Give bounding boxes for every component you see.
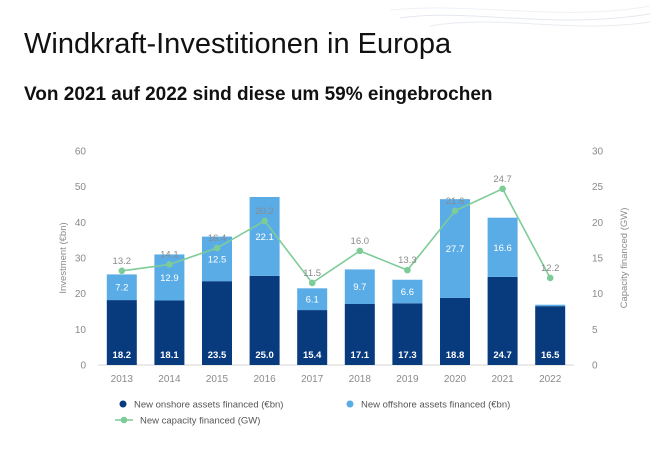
x-tick-label: 2019	[396, 374, 419, 385]
capacity-point-label: 11.5	[303, 268, 321, 279]
bar-onshore	[106, 300, 137, 365]
capacity-point-label: 16.0	[351, 236, 370, 247]
bar-offshore	[487, 217, 518, 277]
y-tick-label: 10	[75, 325, 87, 336]
capacity-point-label: 24.7	[493, 174, 512, 185]
y-right-tick-label: 5	[592, 325, 598, 336]
bar-onshore-label: 24.7	[493, 350, 512, 361]
bar-offshore	[535, 304, 566, 307]
y-right-tick-label: 15	[592, 254, 604, 265]
x-tick-label: 2021	[491, 374, 514, 385]
bar-onshore	[249, 275, 280, 365]
bar-onshore-label: 23.5	[208, 350, 227, 361]
bar-offshore-label: 22.1	[255, 232, 274, 243]
capacity-point-label: 14.1	[160, 249, 179, 260]
capacity-point	[308, 279, 316, 287]
bar-offshore-label: 27.7	[446, 244, 465, 255]
capacity-point	[213, 244, 221, 252]
bar-onshore-label: 17.1	[351, 350, 370, 361]
capacity-point	[166, 261, 173, 268]
capacity-point-label: 13.3	[398, 255, 417, 266]
y-tick-label: 30	[75, 254, 87, 265]
y-tick-label: 0	[80, 361, 86, 372]
x-tick-label: 2017	[301, 374, 324, 385]
y-right-tick-label: 30	[592, 147, 604, 158]
bar-offshore-label: 12.5	[208, 254, 227, 265]
x-tick-label: 2020	[444, 374, 467, 385]
bar-offshore-label: 9.7	[353, 282, 366, 293]
page-title: Windkraft-Investitionen in Europa	[24, 28, 452, 60]
capacity-line	[121, 187, 551, 285]
bar-onshore-label: 16.5	[541, 350, 560, 361]
y-tick-label: 50	[75, 182, 87, 193]
bar-onshore	[535, 306, 566, 365]
bar-onshore	[487, 276, 518, 365]
bar-offshore-label: 6.1	[306, 295, 319, 306]
legend-capacity-marker	[120, 416, 128, 424]
y-tick-label: 20	[75, 289, 87, 300]
x-tick-label: 2018	[349, 374, 372, 385]
legend-offshore-label: New offshore assets financed (€bn)	[361, 400, 510, 411]
capacity-point-label: 16.4	[208, 233, 227, 244]
bar-onshore	[202, 281, 232, 365]
bar-offshore	[392, 279, 423, 304]
bar-offshore-label: 12.9	[160, 273, 179, 284]
bar-onshore	[154, 300, 185, 365]
bar-onshore-label: 17.3	[398, 350, 417, 361]
y-right-tick-label: 0	[592, 361, 598, 372]
bar-offshore	[344, 269, 375, 305]
capacity-point	[404, 266, 411, 274]
bar-onshore-label: 18.2	[113, 350, 132, 361]
bar-offshore	[249, 197, 280, 276]
x-tick-label: 2022	[539, 374, 562, 385]
page-subtitle: Von 2021 auf 2022 sind diese um 59% eing…	[24, 84, 493, 105]
legend-onshore-label: New onshore assets financed (€bn)	[134, 400, 283, 411]
x-tick-label: 2013	[111, 374, 134, 385]
y-tick-label: 60	[75, 147, 87, 158]
capacity-point	[261, 217, 268, 225]
legend-offshore-marker	[346, 400, 354, 408]
bar-onshore-label: 18.1	[160, 350, 179, 361]
x-tick-label: 2015	[206, 374, 229, 385]
y-right-tick-label: 10	[592, 289, 604, 300]
bar-onshore	[440, 297, 470, 365]
bar-offshore	[440, 199, 470, 298]
y-axis-title: Investment (€bn)	[58, 222, 69, 293]
bar-onshore-label: 25.0	[255, 350, 274, 361]
bar-offshore-label: 6.6	[401, 287, 414, 298]
x-tick-label: 2016	[253, 374, 276, 385]
y-right-tick-label: 20	[592, 218, 604, 229]
capacity-point	[499, 185, 506, 193]
y-tick-label: 40	[75, 218, 87, 229]
capacity-point	[356, 247, 364, 255]
bar-offshore-label: 0.4	[544, 293, 557, 304]
decorative-lines	[390, 5, 650, 27]
bar-onshore-label: 15.4	[303, 350, 322, 361]
bar-offshore-label: 16.6	[493, 243, 512, 254]
bar-onshore	[344, 304, 375, 365]
capacity-point-label: 12.2	[541, 263, 560, 274]
legend-onshore-marker	[119, 400, 127, 408]
x-tick-label: 2014	[158, 374, 181, 385]
capacity-point	[118, 267, 126, 275]
bar-onshore-label: 18.8	[446, 350, 465, 361]
bar-offshore	[202, 236, 232, 282]
bar-offshore	[106, 274, 137, 301]
capacity-point-label: 20.2	[255, 206, 274, 217]
legend-capacity-label: New capacity financed (GW)	[140, 416, 260, 427]
capacity-point	[546, 274, 554, 282]
capacity-point-label: 13.2	[113, 256, 132, 267]
y-right-axis-title: Capacity financed (GW)	[619, 208, 630, 309]
bar-onshore	[297, 310, 328, 365]
capacity-point-label: 21.6	[446, 196, 465, 207]
y-right-tick-label: 25	[592, 182, 604, 193]
bar-offshore	[297, 288, 328, 311]
bar-offshore-label: 7.2	[115, 283, 128, 294]
capacity-point	[451, 207, 459, 215]
bar-onshore	[392, 303, 423, 365]
